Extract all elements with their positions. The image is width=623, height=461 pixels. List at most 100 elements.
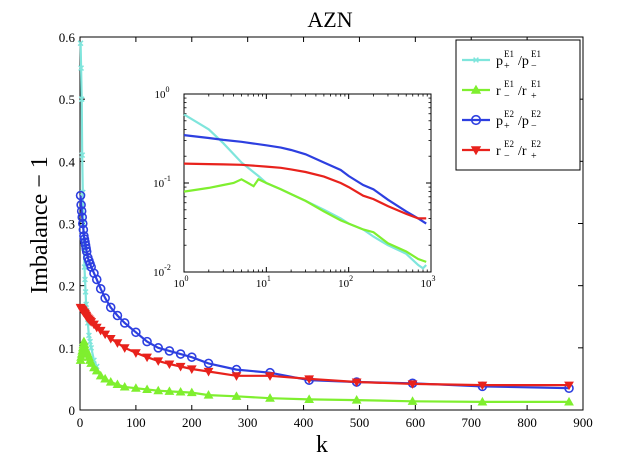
data-point [82, 276, 88, 283]
data-point [81, 246, 92, 257]
data-point [142, 384, 152, 394]
inset-series-line [183, 134, 427, 225]
data-point [164, 360, 175, 370]
legend-swatch-marker [470, 84, 482, 94]
legend-label-part: + [531, 91, 537, 102]
data-point [477, 381, 488, 391]
data-point [142, 336, 152, 347]
legend-label-part: E2 [504, 139, 514, 149]
y-tick-label: 0.6 [59, 30, 76, 45]
legend-label-part: E1 [504, 49, 514, 59]
y-tick-label: 0.4 [59, 154, 76, 169]
data-point [265, 393, 275, 402]
legend-label-part: p [496, 54, 503, 69]
legend-label-part: + [504, 121, 510, 132]
data-point [153, 343, 164, 353]
data-point [100, 293, 110, 303]
data-point [112, 310, 123, 321]
data-point [203, 358, 214, 369]
data-point [153, 357, 164, 366]
data-point [231, 391, 242, 400]
data-point [186, 352, 197, 362]
data-point [203, 390, 214, 399]
legend-label: r E1−/r E1 + [496, 79, 541, 102]
legend-label-part: E2 [504, 109, 514, 119]
data-point [95, 283, 106, 294]
data-point [351, 378, 362, 388]
legend-label-part: r [496, 84, 501, 99]
inset-series-r-E2/r+E2 [183, 162, 427, 220]
data-point [75, 190, 86, 201]
legend-item: r E1−/r E1 + [462, 79, 541, 102]
data-point [105, 377, 116, 386]
x-tick-label: 400 [294, 415, 314, 430]
x-tick-label: 200 [182, 415, 202, 430]
legend-label-part: /p [518, 54, 529, 69]
data-point [407, 380, 418, 389]
legend-label-part: E2 [531, 109, 541, 119]
legend-label-part: + [531, 151, 537, 162]
series-r-E1/r+E1 [75, 336, 574, 406]
data-point [77, 40, 84, 47]
legend: pE1 +/p E1 −r E1−/r E1 +pE2 +/p E2 −r E2−/r E2 + [455, 39, 581, 171]
data-point [131, 327, 141, 338]
data-point [186, 387, 197, 397]
legend-label-part: /r [518, 84, 527, 99]
data-point [88, 344, 95, 351]
data-point [142, 353, 152, 363]
x-axis-label: k [316, 432, 328, 458]
data-point [564, 396, 574, 406]
data-point [203, 367, 214, 377]
data-point [304, 394, 315, 403]
data-point [91, 365, 102, 375]
legend-label-part: /r [518, 144, 527, 159]
data-point [112, 339, 123, 348]
y-tick-label: 0.1 [59, 341, 75, 356]
legend-label-part: r [496, 144, 501, 159]
chart-title: AZN [307, 7, 352, 32]
data-point [86, 332, 92, 339]
y-tick-label: 0 [69, 403, 76, 418]
inset-y-tick-exponent: -2 [164, 263, 171, 272]
legend-label-part: − [531, 61, 537, 72]
data-point [77, 212, 88, 223]
legend-label: r E2−/r E2 + [496, 139, 541, 162]
legend-item: pE2 +/p E2− [462, 109, 541, 132]
x-tick-label: 900 [573, 415, 593, 430]
data-point [164, 346, 175, 356]
legend-swatch-marker [470, 114, 482, 126]
inset-y-tick-exponent: -1 [164, 174, 171, 183]
data-point [477, 396, 488, 406]
data-point [76, 200, 86, 210]
data-point [231, 372, 242, 381]
legend-swatch-marker [470, 146, 482, 156]
data-point [82, 288, 89, 295]
inset-series-line [183, 113, 427, 270]
data-point [78, 96, 85, 103]
x-tick-label: 600 [406, 415, 426, 430]
data-point [95, 370, 106, 380]
legend-label-part: − [531, 121, 537, 132]
legend-item: r E2−/r E2 + [462, 139, 541, 162]
data-point [351, 395, 362, 404]
inset-y-tick-exponent: 0 [166, 85, 170, 94]
x-tick-label: 500 [350, 415, 370, 430]
y-axis-label: Imbalance − 1 [27, 156, 53, 293]
x-tick-label: 800 [517, 415, 537, 430]
data-point [100, 330, 111, 340]
y-tick-label: 0.5 [59, 92, 75, 107]
data-point [87, 338, 93, 345]
inset-x-tick-exponent: 0 [185, 274, 189, 283]
data-point [78, 224, 89, 235]
data-point [119, 318, 130, 328]
legend-label-part: E1 [531, 79, 541, 89]
data-point [119, 381, 130, 391]
data-point [175, 349, 186, 359]
data-point [304, 375, 315, 384]
legend-label-part: E1 [504, 79, 514, 89]
inset-series-p+E1/p-E1 [183, 113, 427, 270]
series-line [79, 195, 570, 390]
data-point [164, 386, 175, 395]
data-point [153, 385, 164, 395]
legend-label-part: p [496, 114, 503, 129]
